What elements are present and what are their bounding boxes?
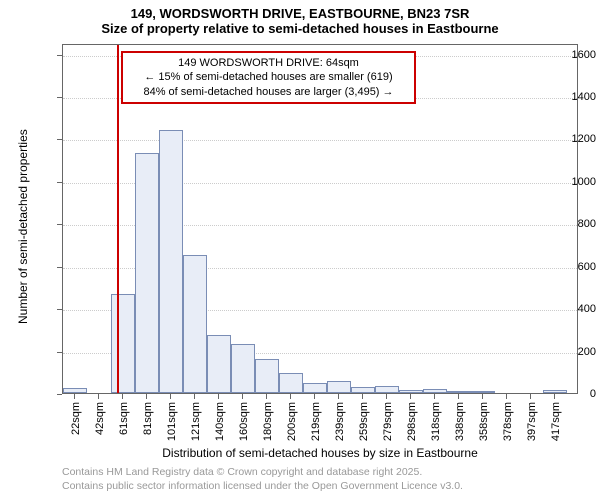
- histogram-bar: [63, 388, 87, 393]
- x-tick-mark: [458, 394, 459, 399]
- x-tick-label: 200sqm: [286, 402, 298, 441]
- x-tick-mark: [242, 394, 243, 399]
- x-tick-mark: [290, 394, 291, 399]
- x-axis-title: Distribution of semi-detached houses by …: [62, 446, 578, 460]
- histogram-bar: [351, 387, 375, 393]
- histogram-bar: [135, 153, 159, 393]
- reference-line: [117, 45, 119, 393]
- annotation-line: ← 15% of semi-detached houses are smalle…: [129, 70, 408, 84]
- histogram-bar: [159, 130, 183, 393]
- x-tick-label: 22sqm: [70, 402, 82, 435]
- x-tick-mark: [362, 394, 363, 399]
- x-tick-label: 61sqm: [118, 402, 130, 435]
- x-tick-label: 160sqm: [238, 402, 250, 441]
- x-tick-mark: [506, 394, 507, 399]
- x-tick-label: 121sqm: [190, 402, 202, 441]
- annotation-line: 149 WORDSWORTH DRIVE: 64sqm: [129, 56, 408, 70]
- chart-container: 149, WORDSWORTH DRIVE, EASTBOURNE, BN23 …: [0, 0, 600, 500]
- histogram-bar: [255, 359, 279, 393]
- x-tick-label: 378sqm: [502, 402, 514, 441]
- histogram-bar: [207, 335, 231, 393]
- y-tick-mark: [57, 224, 62, 225]
- x-tick-mark: [194, 394, 195, 399]
- y-tick-label: 0: [540, 388, 596, 400]
- x-tick-mark: [146, 394, 147, 399]
- attribution-footer: Contains HM Land Registry data © Crown c…: [62, 466, 463, 493]
- x-tick-label: 397sqm: [526, 402, 538, 441]
- x-tick-label: 338sqm: [454, 402, 466, 441]
- x-tick-label: 219sqm: [310, 402, 322, 441]
- x-tick-label: 298sqm: [406, 402, 418, 441]
- title-block: 149, WORDSWORTH DRIVE, EASTBOURNE, BN23 …: [0, 0, 600, 36]
- y-tick-label: 200: [540, 346, 596, 358]
- y-tick-mark: [57, 309, 62, 310]
- x-tick-label: 101sqm: [166, 402, 178, 441]
- y-axis-title: Number of semi-detached properties: [16, 129, 30, 324]
- y-tick-label: 1600: [540, 49, 596, 61]
- x-tick-mark: [386, 394, 387, 399]
- y-tick-mark: [57, 55, 62, 56]
- x-tick-mark: [434, 394, 435, 399]
- x-tick-label: 81sqm: [142, 402, 154, 435]
- histogram-bar: [303, 383, 327, 393]
- y-tick-label: 800: [540, 218, 596, 230]
- y-tick-mark: [57, 352, 62, 353]
- y-tick-label: 400: [540, 303, 596, 315]
- histogram-bar: [327, 381, 351, 393]
- histogram-bar: [447, 391, 471, 393]
- annotation-box: 149 WORDSWORTH DRIVE: 64sqm← 15% of semi…: [121, 51, 416, 104]
- x-tick-mark: [530, 394, 531, 399]
- x-tick-mark: [482, 394, 483, 399]
- x-tick-label: 180sqm: [262, 402, 274, 441]
- x-tick-mark: [314, 394, 315, 399]
- y-tick-mark: [57, 182, 62, 183]
- x-tick-mark: [98, 394, 99, 399]
- x-tick-label: 239sqm: [334, 402, 346, 441]
- x-tick-label: 279sqm: [382, 402, 394, 441]
- y-tick-label: 1200: [540, 133, 596, 145]
- y-tick-label: 1000: [540, 176, 596, 188]
- x-tick-label: 417sqm: [550, 402, 562, 441]
- footer-line2: Contains public sector information licen…: [62, 480, 463, 494]
- x-tick-mark: [554, 394, 555, 399]
- plot-area: 149 WORDSWORTH DRIVE: 64sqm← 15% of semi…: [62, 44, 578, 394]
- footer-line1: Contains HM Land Registry data © Crown c…: [62, 466, 463, 480]
- histogram-bar: [183, 255, 207, 393]
- x-tick-mark: [266, 394, 267, 399]
- gridline: [63, 140, 577, 141]
- x-tick-label: 42sqm: [94, 402, 106, 435]
- histogram-bar: [399, 390, 423, 393]
- y-tick-mark: [57, 97, 62, 98]
- x-tick-label: 318sqm: [430, 402, 442, 441]
- x-tick-mark: [338, 394, 339, 399]
- y-tick-mark: [57, 267, 62, 268]
- x-tick-label: 259sqm: [358, 402, 370, 441]
- title-address: 149, WORDSWORTH DRIVE, EASTBOURNE, BN23 …: [0, 6, 600, 21]
- x-tick-mark: [74, 394, 75, 399]
- histogram-bar: [279, 373, 303, 393]
- y-tick-mark: [57, 139, 62, 140]
- y-tick-label: 600: [540, 261, 596, 273]
- y-tick-label: 1400: [540, 91, 596, 103]
- histogram-bar: [423, 389, 447, 393]
- histogram-bar: [231, 344, 255, 393]
- histogram-bar: [375, 386, 399, 393]
- x-tick-label: 140sqm: [214, 402, 226, 441]
- x-tick-mark: [170, 394, 171, 399]
- y-tick-mark: [57, 394, 62, 395]
- histogram-bar: [111, 294, 135, 393]
- x-tick-mark: [218, 394, 219, 399]
- histogram-bar: [471, 391, 495, 393]
- title-subtitle: Size of property relative to semi-detach…: [0, 21, 600, 36]
- x-tick-mark: [410, 394, 411, 399]
- x-tick-label: 358sqm: [478, 402, 490, 441]
- x-tick-mark: [122, 394, 123, 399]
- annotation-line: 84% of semi-detached houses are larger (…: [129, 85, 408, 99]
